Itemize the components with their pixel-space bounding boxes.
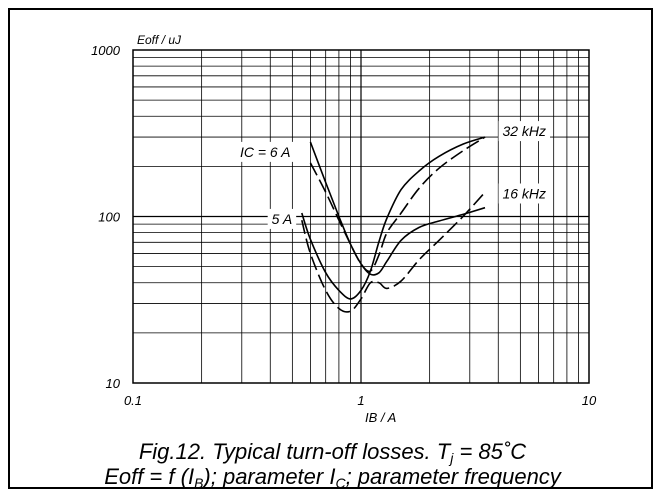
x-tick-label: 10: [582, 393, 597, 408]
grid: [133, 50, 589, 383]
curve-label: 32 kHz: [502, 123, 546, 139]
x-axis-label: IB / A: [365, 410, 396, 425]
figure-caption-title: Fig.12. Typical turn-off losses. Tj = 85…: [138, 439, 527, 466]
curve-label: 16 kHz: [502, 186, 546, 202]
chart: 0.1 1 10 10 100 1000 Eoff / uJ IB / A IC = 6 A 5 …: [91, 33, 597, 425]
x-tick-label: 1: [357, 393, 364, 408]
y-tick-label: 1000: [91, 43, 121, 58]
curve-label-background: [267, 208, 297, 229]
x-tick-label: 0.1: [124, 393, 142, 408]
figure-caption-subtitle: Eoff = f (IB); parameter IC; parameter f…: [104, 464, 561, 491]
series-line-2: [309, 136, 486, 273]
curve-label-background: [498, 121, 551, 142]
series-line-3: [301, 136, 486, 300]
labels: 0.1 1 10 10 100 1000 Eoff / uJ IB / A IC = 6 A 5 …: [91, 33, 597, 425]
curve-label-background: [498, 183, 551, 204]
curve-label-background: [235, 141, 295, 162]
plot-border: [132, 49, 590, 384]
y-tick-label: 100: [98, 210, 120, 225]
series-line-1: [309, 141, 486, 276]
curve-label: 5 A: [272, 211, 293, 227]
y-tick-label: 10: [106, 376, 121, 391]
figure-frame: [8, 8, 653, 489]
y-axis-label: Eoff / uJ: [137, 33, 182, 47]
series-group: [301, 136, 486, 313]
curve-label: IC = 6 A: [240, 144, 290, 160]
series-line-4: [301, 191, 486, 313]
